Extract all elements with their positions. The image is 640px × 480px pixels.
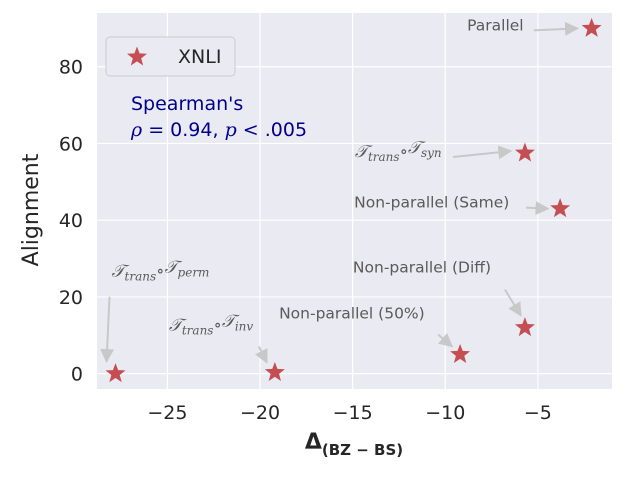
data-points (105, 17, 602, 383)
annotation-label: Non-parallel (Diff) (353, 259, 491, 277)
data-point-star (514, 142, 535, 162)
annotation-label: Parallel (467, 16, 523, 34)
stat-annotation-line2: ρ = 0.94, p < .005 (130, 119, 307, 141)
y-axis-label: Alignment (19, 153, 44, 266)
x-tick-label: −10 (425, 402, 465, 424)
annotation-label: Non-parallel (Same) (354, 194, 509, 212)
x-tick-labels: −25 −20 −15 −10 −5 (147, 402, 552, 424)
y-tick-label: 0 (71, 364, 83, 386)
annotation-arrow (100, 296, 115, 364)
x-tick-label: −20 (240, 402, 280, 424)
y-tick-label: 40 (59, 210, 83, 232)
legend-star-icon (127, 46, 147, 66)
y-tick-label: 60 (59, 133, 83, 155)
stat-annotation-line1: Spearman's (131, 93, 243, 115)
y-tick-label: 20 (59, 287, 83, 309)
legend-entry-xnli: XNLI (178, 46, 221, 68)
x-tick-label: −25 (147, 402, 187, 424)
annotation-arrow (533, 21, 580, 36)
data-point-star (450, 343, 471, 363)
legend-box (105, 36, 236, 77)
annotation-arrow (452, 145, 513, 160)
data-point-star (105, 363, 126, 383)
x-tick-label: −15 (333, 402, 373, 424)
annotation-arrows (100, 21, 580, 364)
legend: XNLI (105, 36, 236, 77)
annotation-arrow (437, 332, 454, 348)
annotation-arrow (254, 346, 268, 364)
grid (97, 13, 612, 389)
data-point-star (550, 198, 571, 218)
annotation-label: 𝒯trans∘𝒯inv (169, 312, 254, 338)
annotation-label: Non-parallel (50%) (279, 304, 425, 322)
data-point-star (514, 317, 535, 337)
data-point-star (264, 362, 285, 381)
annotation-arrow (504, 289, 522, 317)
x-tick-label: −5 (524, 402, 552, 424)
y-tick-labels: 0 20 40 60 80 (59, 57, 83, 386)
data-point-star (581, 17, 602, 37)
annotation-arrow (526, 201, 550, 216)
y-tick-label: 80 (59, 57, 83, 79)
x-axis-label: Δ(BZ − BS) (305, 430, 403, 459)
